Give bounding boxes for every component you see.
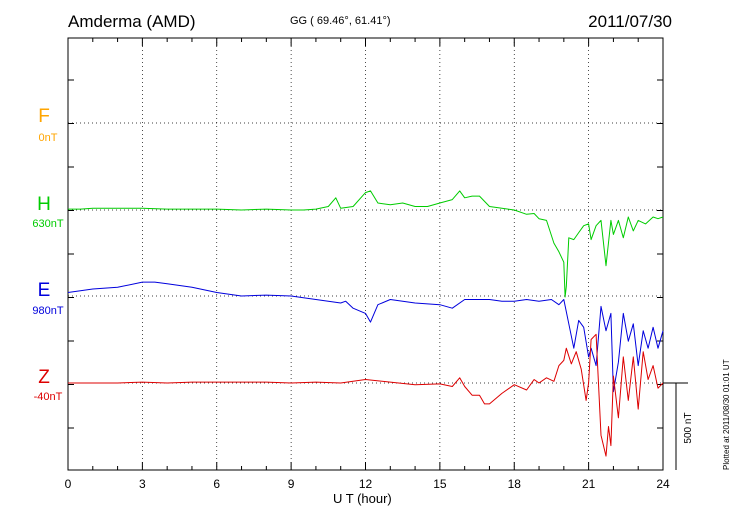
x-tick-label-15: 15: [433, 477, 447, 491]
x-tick-label-0: 0: [65, 477, 72, 491]
plotted-timestamp: Plotted at 2011/08/30 01:01 UT: [722, 359, 730, 470]
axis-ticks: 0 3 6 9 12 15 18 21 24: [65, 38, 670, 491]
x-tick-label-6: 6: [213, 477, 220, 491]
x-tick-label-12: 12: [359, 477, 373, 491]
baseline-label-f: 0nT: [38, 132, 58, 144]
x-tick-label-9: 9: [288, 477, 295, 491]
component-label-f: F: [38, 106, 50, 127]
component-label-z: Z: [38, 367, 50, 388]
component-label-h: H: [37, 194, 51, 215]
baseline-label-h: 630nT: [32, 218, 64, 230]
x-tick-label-18: 18: [508, 477, 522, 491]
x-tick-label-3: 3: [139, 477, 146, 491]
x-tick-label-24: 24: [656, 477, 670, 491]
component-label-e: E: [37, 280, 51, 301]
baseline-label-e: 980nT: [32, 305, 64, 317]
geographic-coordinates: GG ( 69.46°, 61.41°): [290, 15, 391, 27]
x-axis-label: U T (hour): [333, 491, 392, 506]
station-title: Amderma (AMD): [68, 12, 196, 31]
date-label: 2011/07/30: [588, 12, 672, 31]
series-line-z: [68, 333, 664, 457]
x-tick-label-21: 21: [582, 477, 596, 491]
series-line-h: [68, 190, 664, 298]
plot-grid: [68, 38, 663, 470]
series-line-e: [67, 281, 664, 393]
scale-bar-label: 500 nT: [683, 412, 694, 443]
baseline-label-z: -40nT: [33, 391, 63, 403]
series-lines: [67, 190, 664, 457]
scale-bar: [663, 382, 688, 470]
